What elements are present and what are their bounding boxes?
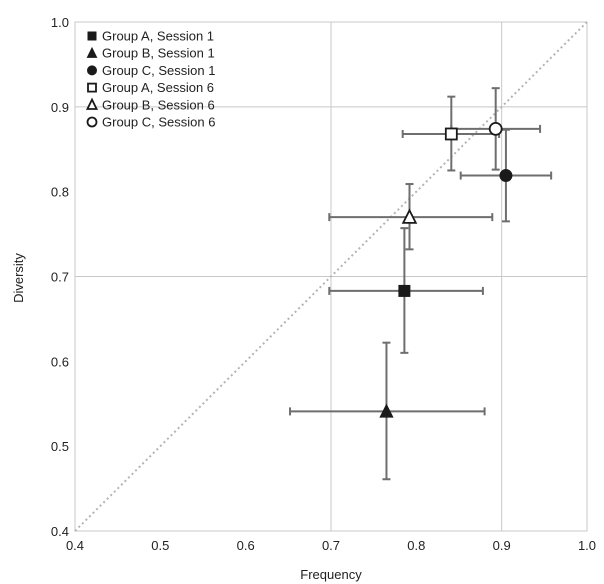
x-tick-label: 0.8 (407, 538, 425, 553)
data-point-triangle-filled (379, 403, 394, 418)
data-point-triangle-open (401, 208, 418, 224)
legend-marker-triangle (85, 97, 99, 110)
legend-label: Group A, Session 6 (102, 80, 214, 95)
data-point-circle-filled (499, 169, 513, 183)
legend-label: Group C, Session 1 (102, 63, 215, 78)
diagonal-line (74, 21, 588, 532)
y-tick-label: 1.0 (51, 15, 69, 30)
legend-label: Group B, Session 1 (102, 46, 215, 61)
y-axis-ticks: 0.4 0.5 0.6 0.7 0.8 0.9 1.0 (51, 15, 69, 539)
x-tick-label: 0.5 (151, 538, 169, 553)
y-tick-label: 0.9 (51, 100, 69, 115)
data-points (379, 121, 513, 418)
legend-marker-triangle (86, 46, 98, 58)
legend-label: Group A, Session 1 (102, 29, 214, 44)
y-tick-label: 0.7 (51, 270, 69, 285)
legend: Group A, Session 1 Group B, Session 1 Grou… (85, 29, 215, 130)
x-tick-label: 1.0 (578, 538, 596, 553)
reference-diagonal (74, 21, 588, 532)
legend-marker-circle (87, 65, 97, 76)
legend-marker-square (87, 31, 97, 41)
data-point-circle-open (488, 121, 503, 136)
y-tick-label: 0.5 (51, 439, 69, 454)
legend-marker-circle (86, 116, 98, 128)
x-tick-label: 0.4 (66, 538, 84, 553)
data-point-square-open (444, 127, 458, 141)
legend-label: Group C, Session 6 (102, 115, 215, 130)
error-bars (289, 87, 553, 481)
x-axis-ticks: 0.4 0.5 0.6 0.7 0.8 0.9 1.0 (66, 538, 596, 553)
legend-marker-square (87, 82, 97, 93)
x-axis-label: Frequency (300, 567, 362, 582)
y-tick-label: 0.6 (51, 354, 69, 369)
x-tick-label: 0.9 (493, 538, 511, 553)
legend-label: Group B, Session 6 (102, 97, 215, 112)
y-axis-label: Diversity (11, 253, 26, 303)
x-tick-label: 0.6 (237, 538, 255, 553)
y-tick-label: 0.8 (51, 185, 69, 200)
y-tick-label: 0.4 (51, 524, 69, 539)
x-tick-label: 0.7 (322, 538, 340, 553)
data-point-square-filled (398, 284, 411, 297)
